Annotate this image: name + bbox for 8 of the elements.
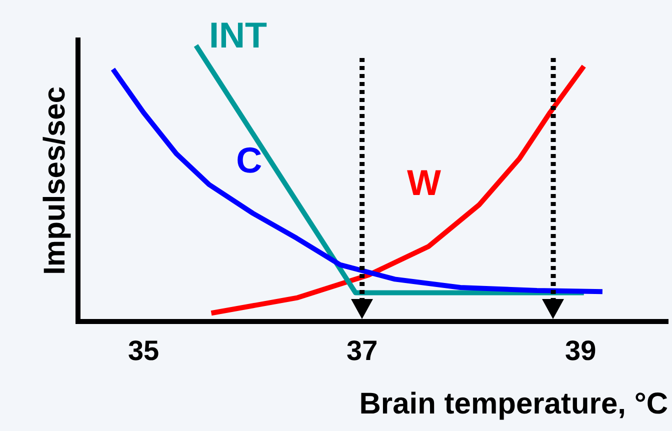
series-label: C: [236, 139, 262, 180]
x-tick-label: 37: [346, 334, 378, 366]
x-tick-label: 35: [128, 334, 160, 366]
x-tick-label: 39: [565, 334, 596, 366]
series-label: INT: [209, 14, 267, 56]
series-label: W: [406, 162, 441, 203]
x-axis-title: Brain temperature, °C: [359, 387, 668, 420]
y-axis-title: Impulses/sec: [38, 86, 72, 275]
